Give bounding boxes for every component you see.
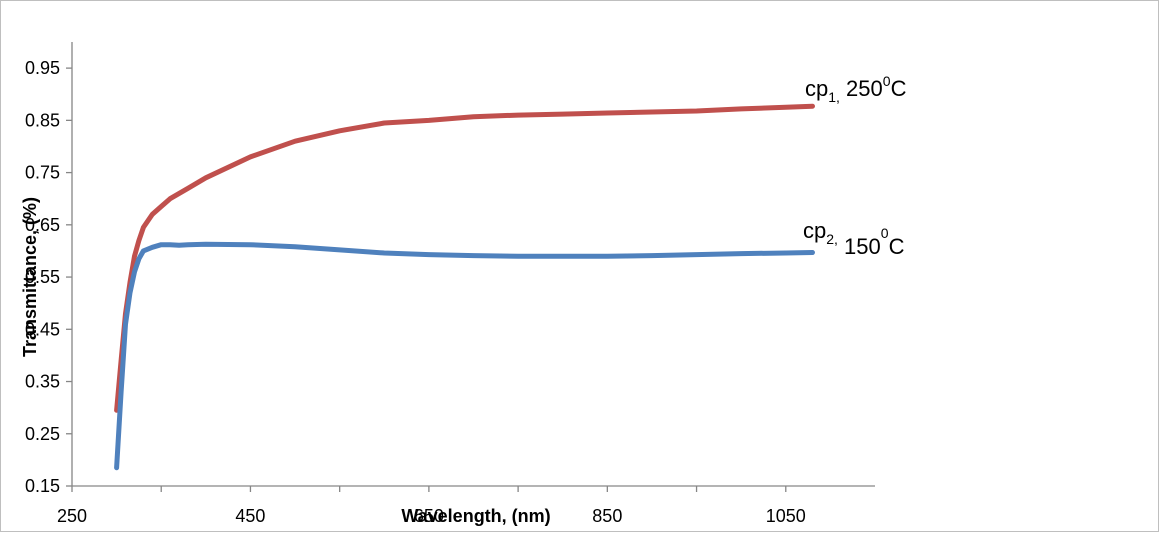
- y-tick-label: 0.85: [25, 110, 60, 130]
- x-tick-label: 850: [592, 506, 622, 526]
- x-tick-label: 650: [414, 506, 444, 526]
- annotation-cp1: cp1, 2500C: [805, 73, 907, 105]
- annotation-cp1-sup: 0: [883, 73, 891, 89]
- y-tick-labels: 0.15 0.25 0.35 0.45 0.55 0.65 0.75 0.85 0.95: [25, 58, 60, 496]
- y-tick-label: 0.45: [25, 319, 60, 339]
- x-tick-label: 250: [57, 506, 87, 526]
- annotation-cp2-base: cp: [803, 218, 826, 243]
- annotation-cp2-sub: 2,: [826, 231, 838, 247]
- x-tick-labels: 250 450 650 850 1050: [57, 506, 806, 526]
- y-tick-label: 0.95: [25, 58, 60, 78]
- annotation-cp1-value: 250: [840, 76, 883, 101]
- annotation-cp2-unit: C: [889, 234, 905, 259]
- annotation-cp1-base: cp: [805, 76, 828, 101]
- axes: [66, 42, 875, 492]
- y-tick-label: 0.75: [25, 163, 60, 183]
- x-tick-label: 1050: [766, 506, 806, 526]
- y-tick-label: 0.55: [25, 267, 60, 287]
- x-axis-title: Wavelength, (nm): [401, 506, 550, 526]
- annotation-cp2-value: 150: [838, 234, 881, 259]
- y-tick-label: 0.65: [25, 215, 60, 235]
- annotation-cp1-sub: 1,: [828, 89, 840, 105]
- annotation-cp1-unit: C: [891, 76, 907, 101]
- annotation-cp2: cp2, 1500C: [803, 218, 905, 259]
- annotation-cp2-sup: 0: [881, 225, 889, 241]
- series-lines: [114, 103, 815, 471]
- y-tick-label: 0.25: [25, 424, 60, 444]
- y-axis-title: Transmittance, (%): [20, 197, 40, 357]
- y-tick-label: 0.35: [25, 372, 60, 392]
- x-tick-label: 450: [235, 506, 265, 526]
- y-tick-label: 0.15: [25, 476, 60, 496]
- series-2-line: [114, 241, 815, 471]
- series-1-line: [114, 103, 815, 413]
